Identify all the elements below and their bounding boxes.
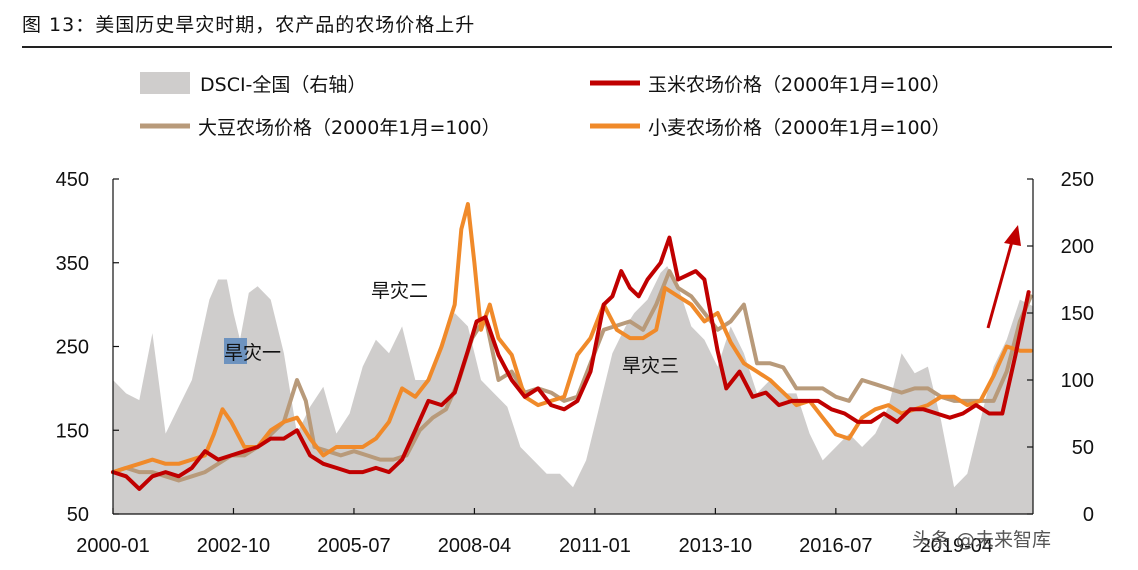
trend-arrow-head	[1004, 225, 1021, 246]
x-tick-label: 2000-01	[76, 535, 149, 557]
title-divider	[22, 46, 1112, 48]
x-tick-label: 2016-07	[799, 535, 872, 557]
left-tick-label: 450	[56, 169, 89, 191]
right-tick-label: 100	[1061, 370, 1094, 392]
x-tick-label: 2019-04	[920, 535, 993, 557]
series-line-wheat	[111, 202, 1033, 475]
annotation-drought2: 旱灾二	[371, 280, 428, 302]
trend-arrow-shaft	[986, 237, 1015, 329]
left-tick-label: 350	[56, 253, 89, 275]
x-tick-label: 2005-07	[317, 535, 390, 557]
drought1-highlight	[224, 338, 247, 364]
legend-label-corn: 玉米农场价格（2000年1月=100）	[648, 74, 951, 96]
x-tick-label: 2002-10	[197, 535, 270, 557]
figure-title: 图 13：美国历史旱灾时期，农产品的农场价格上升	[22, 14, 476, 36]
right-tick-label: 0	[1083, 504, 1094, 526]
dsci-area-layer	[113, 266, 1033, 514]
left-tick-label: 150	[56, 420, 89, 442]
watermark: 头条 @未来智库	[912, 529, 1051, 551]
legend-label-soy: 大豆农场价格（2000年1月=100）	[198, 117, 501, 139]
left-tick-label: 50	[67, 504, 89, 526]
series-line-soy	[111, 269, 1033, 483]
series-line-corn	[111, 235, 1031, 491]
left-tick-label: 250	[56, 337, 89, 359]
x-tick-label: 2011-01	[559, 535, 631, 557]
x-tick-label: 2008-04	[438, 535, 511, 557]
legend-swatch-dsci	[140, 72, 190, 94]
right-tick-label: 150	[1061, 303, 1094, 325]
legend-label-dsci: DSCI-全国（右轴）	[200, 74, 366, 96]
legend: DSCI-全国（右轴） 玉米农场价格（2000年1月=100） 大豆农场价格（2…	[140, 72, 951, 139]
x-tick-label: 2013-10	[679, 535, 752, 557]
legend-label-wheat: 小麦农场价格（2000年1月=100）	[648, 117, 951, 139]
right-tick-label: 200	[1061, 236, 1094, 258]
axes: 50 150 250 350 450 0 50 100 150 200 250 2000-01 2002…	[56, 169, 1094, 557]
right-tick-label: 250	[1061, 169, 1094, 191]
price-lines-layer	[111, 202, 1033, 491]
annotation-drought3: 旱灾三	[622, 355, 679, 377]
annotation-drought1: 旱灾一	[224, 342, 281, 364]
series-area-dsci	[113, 266, 1033, 514]
annotations: 旱灾一 旱灾二 旱灾三	[224, 225, 1021, 377]
plot-area: 50 150 250 350 450 0 50 100 150 200 250 2000-01 2002…	[56, 169, 1094, 557]
right-tick-label: 50	[1072, 437, 1094, 459]
